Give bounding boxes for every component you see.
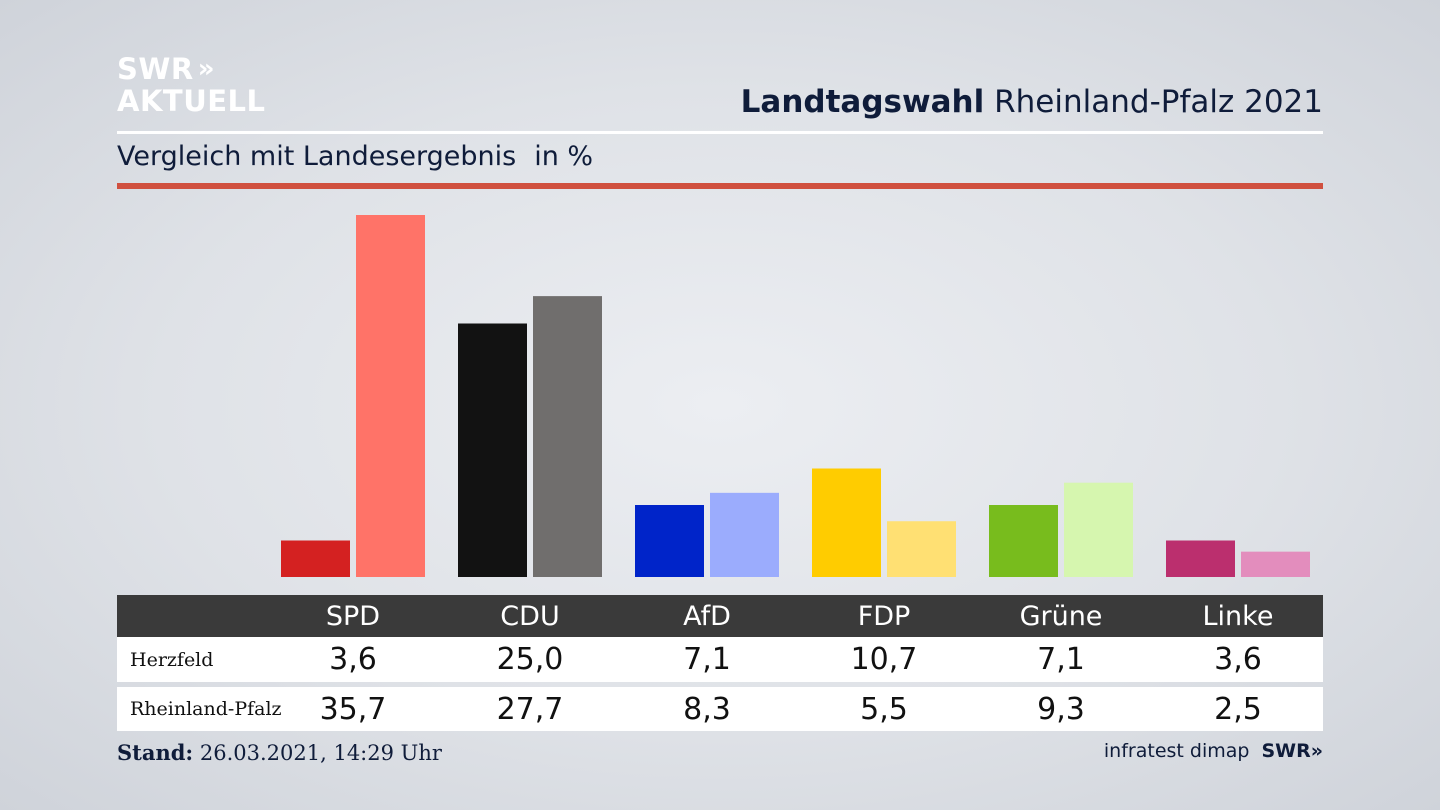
header-divider: [117, 131, 1323, 134]
bar-grne-rheinland-pfalz: [1064, 482, 1133, 577]
results-table: SPD CDU AfD FDP Grüne Linke Herzfeld 3,6 25,0 7…: [117, 595, 1323, 731]
header-cell-afd: AfD: [683, 600, 731, 632]
header-cell-spd: SPD: [325, 600, 381, 632]
value-cell-fdp: 5,5: [860, 691, 908, 727]
table-header-row: SPD CDU AfD FDP Grüne Linke: [117, 595, 1323, 637]
bar-cdu-herzfeld: [458, 323, 527, 577]
bar-spd-rheinland-pfalz: [356, 215, 425, 577]
swr-brand-logo: SWR»: [1261, 740, 1323, 762]
bar-linke-herzfeld: [1166, 540, 1235, 577]
unit-text: in %: [534, 141, 594, 172]
table-row-herzfeld: Herzfeld 3,6 25,0 7,1 10,7 7,1 3,6: [117, 637, 1323, 682]
swr-aktuell-logo: SWR» AKTUELL: [117, 53, 266, 117]
bar-cdu-rheinland-pfalz: [533, 296, 602, 577]
bar-afd-herzfeld: [635, 505, 704, 577]
page-title: Landtagswahl Rheinland-Pfalz 2021: [741, 84, 1323, 120]
subtitle-divider: [117, 183, 1323, 189]
header-cell-fdp: FDP: [857, 600, 911, 632]
bar-fdp-herzfeld: [812, 468, 881, 577]
row-label: Rheinland-Pfalz: [130, 698, 282, 720]
stand-label: Stand:: [117, 740, 194, 765]
value-cell-grne: 7,1: [1037, 642, 1085, 677]
title-bold: Landtagswahl: [740, 84, 985, 120]
stand-value: 26.03.2021, 14:29 Uhr: [199, 741, 442, 765]
header-cell-linke: Linke: [1202, 600, 1274, 632]
bar-linke-rheinland-pfalz: [1241, 551, 1310, 577]
logo-swr-text: SWR: [117, 52, 194, 86]
bar-spd-herzfeld: [281, 540, 350, 577]
title-rest: Rheinland-Pfalz 2021: [994, 84, 1323, 120]
value-cell-afd: 8,3: [683, 691, 731, 727]
value-cell-afd: 7,1: [683, 642, 731, 677]
bar-grne-herzfeld: [989, 505, 1058, 577]
subtitle-text: Vergleich mit Landesergebnis: [117, 141, 517, 172]
value-cell-fdp: 10,7: [850, 642, 918, 677]
value-cell-grne: 9,3: [1037, 691, 1085, 727]
value-cell-linke: 2,5: [1214, 691, 1262, 727]
header-cell-cdu: CDU: [500, 600, 560, 632]
bar-afd-rheinland-pfalz: [710, 492, 779, 577]
timestamp: Stand: 26.03.2021, 14:29 Uhr: [117, 740, 442, 765]
header-cell-grne: Grüne: [1019, 600, 1103, 632]
value-cell-cdu: 25,0: [496, 642, 564, 677]
source-text: infratest dimap: [1103, 740, 1250, 762]
row-label: Herzfeld: [130, 648, 214, 671]
value-cell-spd: 3,6: [329, 642, 377, 677]
source-credit: infratest dimap SWR»: [1104, 740, 1323, 762]
table-row-rheinland-pfalz: Rheinland-Pfalz 35,7 27,7 8,3 5,5 9,3 2,5: [117, 687, 1323, 731]
bar-fdp-rheinland-pfalz: [887, 521, 956, 577]
value-cell-cdu: 27,7: [496, 691, 564, 727]
value-cell-spd: 35,7: [319, 691, 387, 727]
logo-aktuell-text: AKTUELL: [117, 84, 266, 118]
value-cell-linke: 3,6: [1214, 642, 1262, 677]
chart-subtitle: Vergleich mit Landesergebnis in %: [117, 141, 593, 172]
